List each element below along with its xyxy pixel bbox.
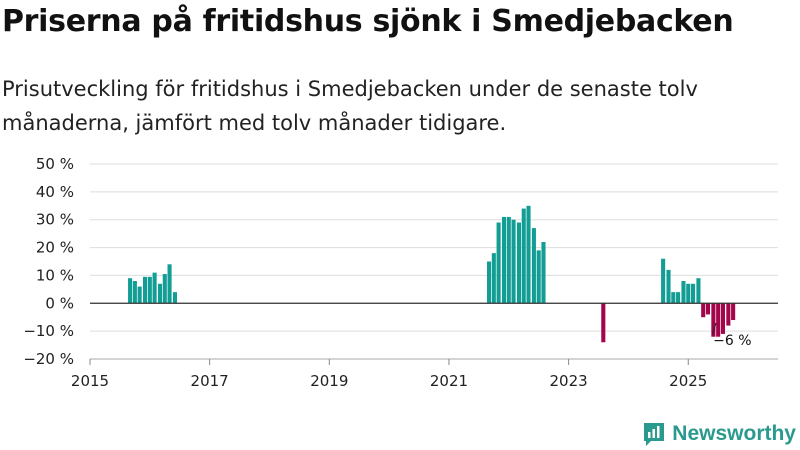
bar [162,274,167,304]
bar [676,292,681,304]
bar [142,276,148,304]
bar [666,269,671,304]
bar [696,278,701,304]
bar [726,303,731,326]
bar [137,286,142,304]
y-tick-label: 30 % [36,211,74,229]
x-tick-label: 2019 [310,372,348,390]
bar [691,283,696,304]
bar [716,303,721,337]
y-tick-label: 50 % [36,155,74,173]
y-tick-label: 20 % [36,239,74,257]
newsworthy-logo-icon [644,423,665,446]
bar [491,253,496,304]
bar [132,281,137,304]
bar [541,242,546,304]
bar [521,208,526,304]
bar [128,278,133,304]
brand-name: Newsworthy [672,422,796,445]
bar [681,281,686,304]
y-tick-label: −10 % [23,322,74,340]
bar [705,303,711,315]
bar [496,222,501,304]
y-tick-label: 10 % [36,266,74,284]
x-tick-label: 2021 [430,372,468,390]
bar [516,222,521,304]
bar [531,228,536,304]
axes [89,302,778,365]
bar [511,219,516,304]
bar [661,258,666,304]
newsworthy-logo: Newsworthy [642,420,796,448]
y-tick-label: −20 % [23,350,74,368]
x-tick-label: 2017 [191,372,229,390]
y-tick-label: 0 % [45,294,74,312]
annotation-label: −6 % [713,333,751,349]
chart-title: Priserna på fritidshus sjönk i Smedjebac… [2,4,734,39]
bar [720,303,726,334]
x-tick-label: 2023 [550,372,588,390]
bar [157,283,163,304]
x-tick-label: 2015 [71,372,109,390]
x-tick-label: 2025 [669,372,707,390]
bar [486,261,492,304]
bar [147,276,152,304]
annotation-leader [711,322,717,336]
bar [172,292,177,304]
y-tick-label: 40 % [36,183,74,201]
bar [701,303,706,318]
bar [536,250,541,304]
bar [686,283,691,304]
bar [167,264,172,304]
bar [671,292,676,304]
bar [526,205,531,304]
bar [601,303,606,343]
gridlines [90,163,778,360]
tick-labels: −20 % −10 % 0 % 10 % 20 % 30 % 40 % 50 % 2015 201… [23,155,751,390]
bar [152,272,157,304]
bar [506,216,511,304]
bar [711,303,716,337]
bar [731,303,736,320]
chart-subtitle: Prisutveckling för fritidshus i Smedjeba… [2,77,698,135]
bar-series [128,205,736,343]
bar [501,216,507,304]
